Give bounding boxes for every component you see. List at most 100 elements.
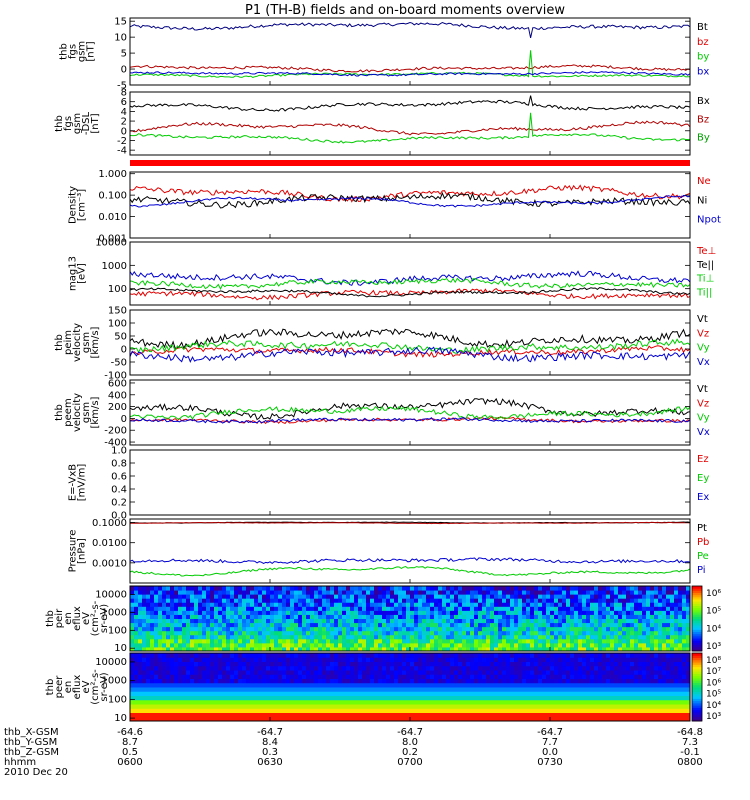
heatmap-cell <box>606 586 611 591</box>
heatmap-cell <box>350 657 355 662</box>
heatmap-cell <box>258 691 263 696</box>
heatmap-cell <box>622 586 627 591</box>
heatmap-cell <box>618 634 623 640</box>
heatmap-cell <box>338 682 343 688</box>
heatmap-cell <box>434 695 439 701</box>
heatmap-cell <box>462 634 467 640</box>
heatmap-cell <box>594 618 599 624</box>
heatmap-cell <box>242 657 247 662</box>
heatmap-cell <box>502 598 507 603</box>
heatmap-cell <box>570 630 575 636</box>
heatmap-cell <box>434 586 439 591</box>
heatmap-cell <box>338 638 343 644</box>
heatmap-cell <box>542 642 547 648</box>
heatmap-cell <box>582 665 587 671</box>
heatmap-cell <box>562 670 567 675</box>
heatmap-cell <box>658 699 663 705</box>
heatmap-cell <box>402 606 407 611</box>
y-axis-label-line: [km/s] <box>90 326 101 358</box>
heatmap-cell <box>398 634 403 640</box>
heatmap-cell <box>294 598 299 603</box>
heatmap-cell <box>594 678 599 684</box>
heatmap-cell <box>566 691 571 696</box>
heatmap-cell <box>554 653 559 658</box>
heatmap-cell <box>526 695 531 701</box>
heatmap-cell <box>378 661 383 667</box>
heatmap-cell <box>454 716 459 722</box>
heatmap-cell <box>530 626 535 632</box>
heatmap-cell <box>618 657 623 662</box>
heatmap-cell <box>158 691 163 696</box>
heatmap-cell <box>550 590 555 595</box>
heatmap-cell <box>326 687 331 692</box>
heatmap-cell <box>474 646 479 652</box>
heatmap-cell <box>478 642 483 648</box>
heatmap-cell <box>218 634 223 640</box>
heatmap-cell <box>150 626 155 632</box>
heatmap-cell <box>254 661 259 667</box>
heatmap-cell <box>362 602 367 607</box>
heatmap-cell <box>398 614 403 619</box>
heatmap-cell <box>682 646 687 652</box>
heatmap-cell <box>610 646 615 652</box>
heatmap-cell <box>462 590 467 595</box>
heatmap-cell <box>214 634 219 640</box>
heatmap-cell <box>258 699 263 705</box>
heatmap-cell <box>678 606 683 611</box>
heatmap-cell <box>442 622 447 628</box>
heatmap-cell <box>674 602 679 607</box>
heatmap-cell <box>570 622 575 628</box>
heatmap-cell <box>626 602 631 607</box>
heatmap-cell <box>610 634 615 640</box>
heatmap-cell <box>682 606 687 611</box>
heatmap-cell <box>402 610 407 615</box>
heatmap-cell <box>514 670 519 675</box>
heatmap-cell <box>182 695 187 701</box>
heatmap-cell <box>206 712 211 718</box>
heatmap-cell <box>606 695 611 701</box>
heatmap-cell <box>406 602 411 607</box>
heatmap-cell <box>434 638 439 644</box>
heatmap-cell <box>578 699 583 705</box>
heatmap-cell <box>474 610 479 615</box>
heatmap-cell <box>270 606 275 611</box>
heatmap-cell <box>326 590 331 595</box>
heatmap-cell <box>606 716 611 722</box>
heatmap-cell <box>490 618 495 624</box>
heatmap-cell <box>158 653 163 658</box>
heatmap-cell <box>522 708 527 713</box>
heatmap-cell <box>566 602 571 607</box>
heatmap-cell <box>206 622 211 628</box>
heatmap-cell <box>146 674 151 679</box>
heatmap-cell <box>554 594 559 599</box>
heatmap-cell <box>434 670 439 675</box>
heatmap-cell <box>302 646 307 652</box>
heatmap-cell <box>438 602 443 607</box>
heatmap-cell <box>506 590 511 595</box>
heatmap-cell <box>426 614 431 619</box>
heatmap-cell <box>594 586 599 591</box>
heatmap-cell <box>234 626 239 632</box>
heatmap-cell <box>218 712 223 718</box>
heatmap-cell <box>578 638 583 644</box>
heatmap-cell <box>502 642 507 648</box>
heatmap-cell <box>490 674 495 679</box>
heatmap-cell <box>418 634 423 640</box>
figure-title: P1 (TH-B) fields and on-board moments ov… <box>245 3 565 18</box>
heatmap-cell <box>602 622 607 628</box>
heatmap-cell <box>342 614 347 619</box>
heatmap-cell <box>430 712 435 718</box>
heatmap-cell <box>202 618 207 624</box>
heatmap-cell <box>162 610 167 615</box>
heatmap-cell <box>214 586 219 591</box>
heatmap-cell <box>402 691 407 696</box>
heatmap-cell <box>614 638 619 644</box>
heatmap-cell <box>646 638 651 644</box>
heatmap-cell <box>378 630 383 636</box>
heatmap-cell <box>366 602 371 607</box>
heatmap-cell <box>450 586 455 591</box>
heatmap-cell <box>314 691 319 696</box>
series-line-Ti|| <box>129 277 691 291</box>
